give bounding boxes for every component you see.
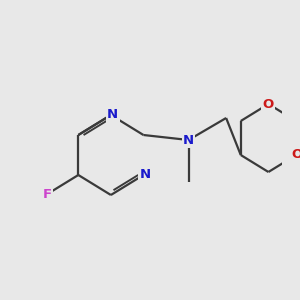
Text: N: N (183, 134, 194, 146)
Text: O: O (291, 148, 300, 161)
Text: N: N (107, 109, 118, 122)
Text: O: O (263, 98, 274, 112)
Text: F: F (43, 188, 52, 200)
Text: N: N (140, 169, 151, 182)
